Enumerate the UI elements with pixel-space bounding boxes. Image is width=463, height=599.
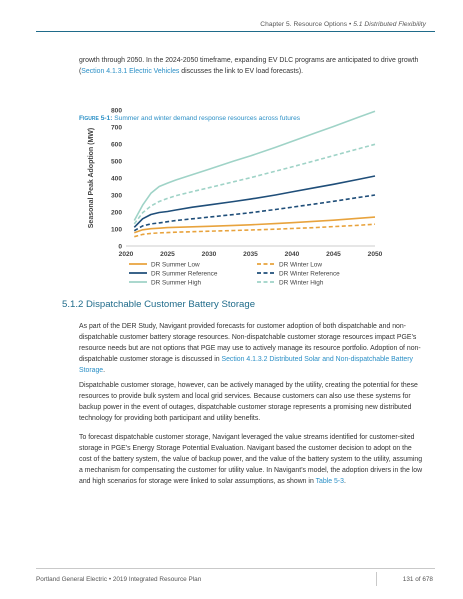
footer-divider xyxy=(376,572,377,586)
legend-label: DR Winter High xyxy=(279,279,324,286)
p2-text: Dispatchable customer storage, however, … xyxy=(79,382,418,423)
section-heading: 5.1.2 Dispatchable Customer Battery Stor… xyxy=(62,299,256,310)
running-head-bullet: • xyxy=(348,21,352,28)
series-line-dr-summer-reference xyxy=(133,175,376,228)
running-head: Chapter 5. Resource Options • 5.1 Distri… xyxy=(260,21,426,28)
x-tick-label: 2050 xyxy=(368,251,383,258)
y-tick-label: 700 xyxy=(111,124,122,131)
paragraph-3: To forecast dispatchable customer storag… xyxy=(79,432,425,487)
p3-table-link[interactable]: Table 5-3 xyxy=(315,478,344,486)
y-tick-label: 400 xyxy=(111,175,122,182)
y-tick-label: 300 xyxy=(111,192,122,199)
y-axis-label: Seasonal Peak Adoption (MW) xyxy=(88,128,95,228)
x-tick-label: 2045 xyxy=(326,251,341,258)
running-head-section: 5.1 Distributed Flexibility xyxy=(353,21,426,28)
intro-text-a: growth through 2050. In the 2024-2050 ti… xyxy=(79,57,419,76)
series-line-dr-winter-low xyxy=(134,223,376,238)
x-tick-label: 2030 xyxy=(202,251,217,258)
y-tick-label: 600 xyxy=(111,141,122,148)
footer-left: Portland General Electric • 2019 Integra… xyxy=(36,576,202,583)
p1-text-a: As part of the DER Study, Navigant provi… xyxy=(79,323,421,364)
intro-paragraph: growth through 2050. In the 2024-2050 ti… xyxy=(79,55,425,77)
footer-rule xyxy=(36,568,435,569)
y-axis-ticks: 0 100 200 300 400 500 600 700 800 xyxy=(111,107,122,250)
y-tick-label: 500 xyxy=(111,158,122,165)
series-line-dr-winter-reference xyxy=(133,194,376,232)
legend-label: DR Summer Low xyxy=(151,261,200,268)
y-tick-label: 100 xyxy=(111,226,122,233)
intro-text-b: discusses the link to EV load forecasts)… xyxy=(179,68,304,76)
figure-label: Figure 5-1: xyxy=(79,115,113,122)
x-tick-label: 2035 xyxy=(243,251,258,258)
p1-section-link[interactable]: Section 4.1.3.2 Distributed Solar and No… xyxy=(79,356,414,375)
running-head-chapter: Chapter 5. Resource Options xyxy=(260,21,348,28)
x-axis-ticks: 2020 2025 2030 2035 2040 2045 2050 xyxy=(119,251,383,258)
header-rule xyxy=(36,31,435,32)
y-tick-label: 200 xyxy=(111,209,122,216)
p3-text-a: To forecast dispatchable customer storag… xyxy=(79,434,423,486)
y-tick-label: 800 xyxy=(111,107,122,114)
legend-label: DR Winter Low xyxy=(279,261,322,268)
page-number: 131 of 678 xyxy=(402,576,433,583)
series-line-dr-summer-high xyxy=(133,110,376,221)
p1-text-b: . xyxy=(103,367,106,375)
x-tick-label: 2040 xyxy=(285,251,300,258)
series-lines xyxy=(133,110,376,238)
figure-title: Summer and winter demand response resour… xyxy=(112,115,301,122)
y-tick-label: 0 xyxy=(118,243,122,250)
paragraph-2: Dispatchable customer storage, however, … xyxy=(79,380,425,424)
legend-label: DR Summer High xyxy=(151,279,202,286)
figure-caption: Figure 5-1: Summer and winter demand res… xyxy=(79,115,300,122)
p3-text-b: . xyxy=(343,478,346,486)
intro-section-link[interactable]: Section 4.1.3.1 Electric Vehicles xyxy=(81,68,180,76)
series-line-dr-summer-low xyxy=(134,216,376,234)
x-tick-label: 2020 xyxy=(119,251,134,258)
x-tick-label: 2025 xyxy=(160,251,175,258)
legend-label: DR Winter Reference xyxy=(279,270,340,277)
chart-legend: DR Summer Low DR Winter Low DR Summer Refe… xyxy=(129,261,340,286)
legend-label: DR Summer Reference xyxy=(151,270,218,277)
paragraph-1: As part of the DER Study, Navigant provi… xyxy=(79,321,425,376)
series-line-dr-winter-high xyxy=(133,143,376,225)
